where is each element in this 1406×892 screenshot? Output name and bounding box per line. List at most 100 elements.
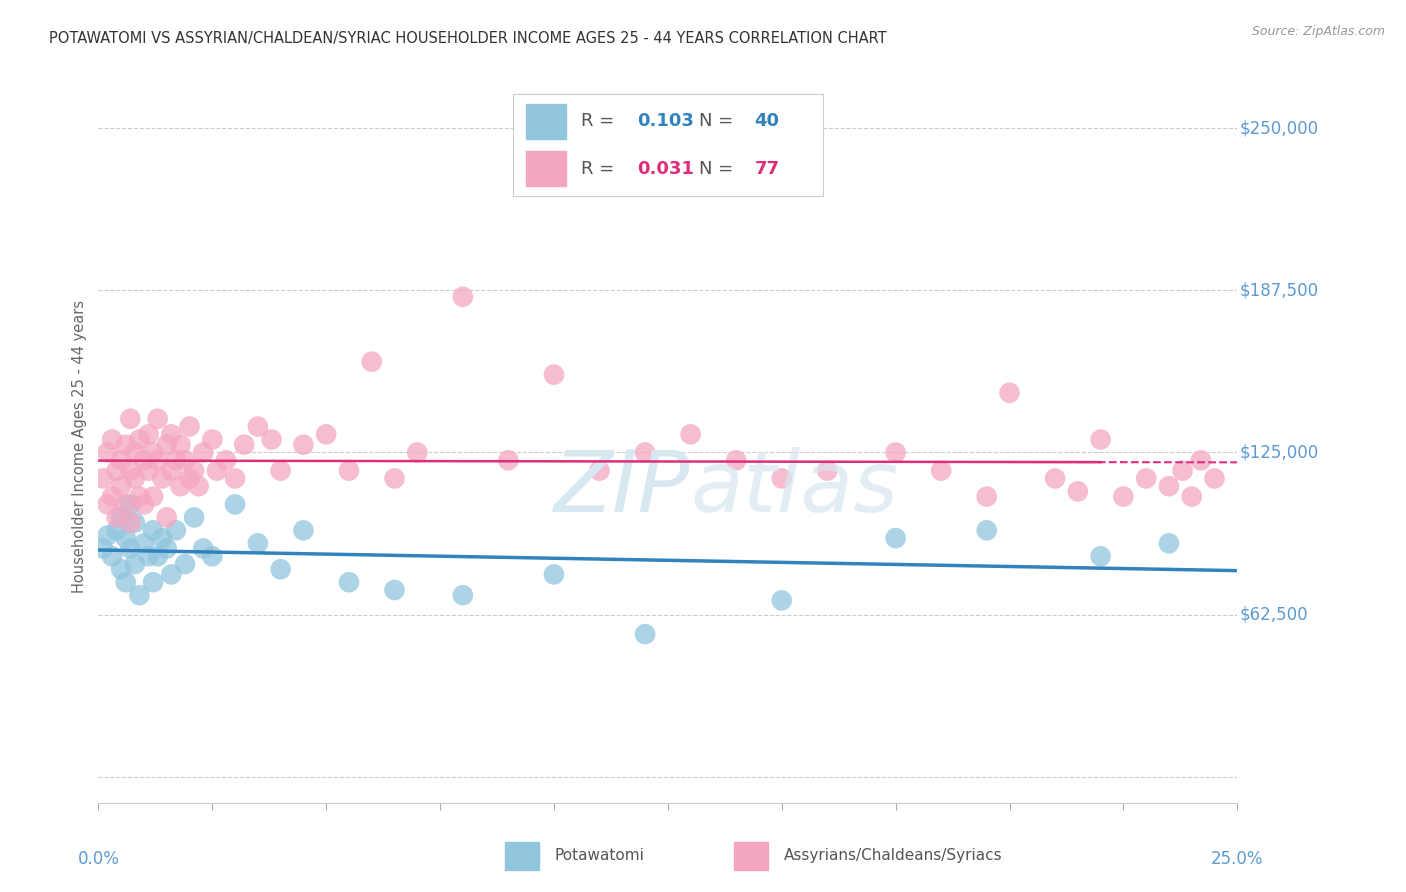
Point: [634, 445, 657, 459]
Text: ZIP: ZIP: [554, 447, 690, 531]
Point: [193, 445, 215, 459]
Point: [725, 453, 748, 467]
Point: [174, 453, 197, 467]
Point: [110, 562, 132, 576]
Point: [588, 464, 610, 478]
Point: [120, 411, 142, 425]
Point: [1043, 471, 1066, 485]
Text: 0.103: 0.103: [637, 112, 693, 130]
Point: [120, 516, 142, 530]
Point: [1204, 471, 1226, 485]
Point: [233, 438, 256, 452]
Point: [146, 453, 169, 467]
Point: [114, 531, 136, 545]
Point: [146, 549, 169, 564]
Point: [1067, 484, 1090, 499]
Point: [406, 445, 429, 459]
Point: [246, 536, 269, 550]
Text: Source: ZipAtlas.com: Source: ZipAtlas.com: [1251, 25, 1385, 38]
Point: [292, 438, 315, 452]
Point: [183, 510, 205, 524]
Point: [884, 531, 907, 545]
Point: [246, 419, 269, 434]
Point: [174, 557, 197, 571]
Point: [976, 490, 998, 504]
Text: 25.0%: 25.0%: [1211, 849, 1264, 868]
Point: [114, 575, 136, 590]
Text: R =: R =: [581, 112, 620, 130]
Point: [270, 464, 292, 478]
Text: 77: 77: [755, 160, 779, 178]
Bar: [526, 104, 565, 139]
Point: [96, 497, 118, 511]
Text: N =: N =: [699, 112, 738, 130]
Point: [105, 524, 128, 538]
Point: [128, 433, 150, 447]
Bar: [505, 842, 538, 870]
Point: [105, 510, 128, 524]
Point: [498, 453, 520, 467]
Point: [337, 464, 360, 478]
Text: $250,000: $250,000: [1240, 120, 1319, 137]
Point: [679, 427, 702, 442]
Point: [384, 471, 406, 485]
Text: $187,500: $187,500: [1240, 281, 1319, 300]
Point: [160, 427, 183, 442]
Point: [179, 419, 201, 434]
Point: [183, 464, 205, 478]
Point: [120, 497, 142, 511]
Point: [187, 479, 209, 493]
Point: [360, 354, 382, 368]
Text: $62,500: $62,500: [1240, 606, 1308, 624]
Point: [201, 433, 224, 447]
Point: [101, 433, 124, 447]
Point: [451, 290, 474, 304]
Point: [884, 445, 907, 459]
Point: [165, 524, 187, 538]
Point: [337, 575, 360, 590]
Point: [770, 593, 793, 607]
Point: [120, 464, 142, 478]
Point: [120, 541, 142, 556]
Point: [169, 438, 191, 452]
Point: [128, 490, 150, 504]
Point: [815, 464, 838, 478]
Point: [179, 471, 201, 485]
Point: [292, 524, 315, 538]
Point: [1157, 536, 1180, 550]
Point: [91, 471, 114, 485]
Point: [384, 582, 406, 597]
Point: [142, 445, 165, 459]
Point: [150, 471, 173, 485]
Point: [124, 557, 146, 571]
Point: [165, 453, 187, 467]
Point: [101, 549, 124, 564]
Point: [1171, 464, 1194, 478]
Point: [124, 516, 146, 530]
Point: [142, 524, 165, 538]
Point: [160, 464, 183, 478]
Point: [260, 433, 283, 447]
Point: [132, 497, 155, 511]
Point: [1157, 479, 1180, 493]
Point: [1090, 549, 1112, 564]
Text: Potawatomi: Potawatomi: [554, 848, 644, 863]
Text: 0.0%: 0.0%: [77, 849, 120, 868]
Text: $125,000: $125,000: [1240, 443, 1319, 461]
Bar: [734, 842, 768, 870]
Point: [156, 541, 179, 556]
Point: [1181, 490, 1204, 504]
Text: R =: R =: [581, 160, 620, 178]
Point: [160, 567, 183, 582]
Text: atlas: atlas: [690, 447, 898, 531]
Point: [138, 464, 160, 478]
Point: [1189, 453, 1212, 467]
Point: [150, 531, 173, 545]
Point: [110, 453, 132, 467]
Bar: [526, 151, 565, 186]
Text: 40: 40: [755, 112, 779, 130]
Point: [169, 479, 191, 493]
Point: [124, 445, 146, 459]
Point: [215, 453, 238, 467]
Point: [451, 588, 474, 602]
